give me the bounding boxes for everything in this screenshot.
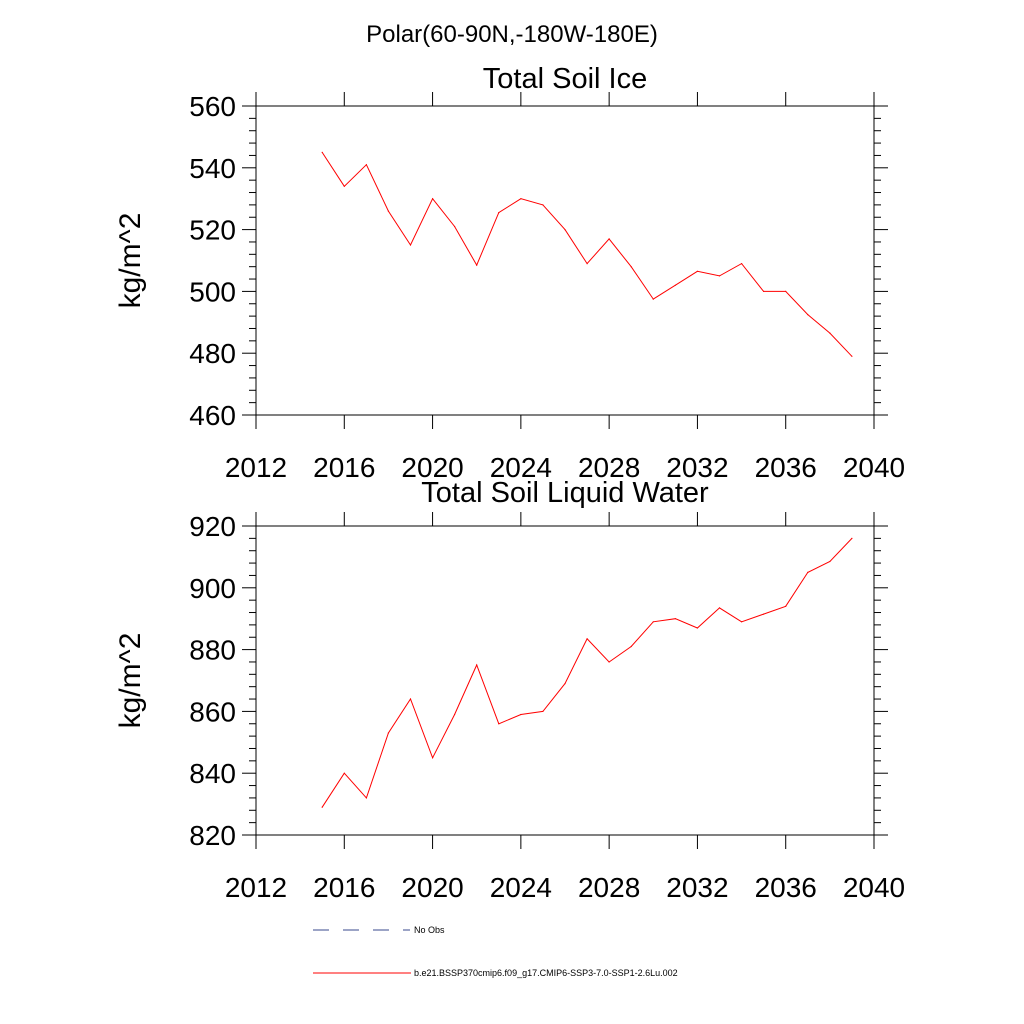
data-point bbox=[807, 314, 809, 316]
legend-item-no-obs: No Obs bbox=[313, 925, 445, 935]
x-tick-label: 2012 bbox=[225, 452, 287, 483]
x-tick-label: 2016 bbox=[313, 452, 375, 483]
x-tick-label: 2040 bbox=[843, 872, 905, 903]
chart-panel-soil-ice: Total Soil Ice 460 480 500 520 540 560 2012 2016… bbox=[114, 63, 905, 483]
data-point bbox=[454, 225, 456, 228]
y-tick-label: 840 bbox=[189, 758, 236, 789]
panel-title: Total Soil Liquid Water bbox=[421, 477, 709, 509]
data-point bbox=[696, 270, 699, 272]
data-point bbox=[763, 613, 765, 615]
data-point bbox=[829, 332, 831, 334]
x-tick-label: 2028 bbox=[578, 872, 640, 903]
legend-item-model-run: b.e21.BSSP370cmip6.f09_g17.CMIP6-SSP3-7.… bbox=[313, 968, 678, 978]
y-tick-label: 820 bbox=[189, 820, 236, 851]
data-point bbox=[829, 560, 831, 563]
data-point bbox=[498, 723, 500, 725]
data-point bbox=[321, 151, 323, 153]
y-tick-label: 500 bbox=[189, 276, 236, 307]
data-point bbox=[608, 238, 610, 240]
data-point bbox=[476, 264, 478, 266]
series-line-soil-ice bbox=[321, 152, 853, 357]
data-point bbox=[586, 638, 588, 640]
data-point bbox=[542, 710, 544, 713]
y-tick-label: 460 bbox=[189, 400, 236, 431]
data-point bbox=[564, 229, 566, 231]
data-point bbox=[476, 664, 478, 666]
data-point bbox=[718, 275, 721, 277]
y-tick-label: 860 bbox=[189, 696, 236, 727]
y-tick-label: 540 bbox=[189, 153, 236, 184]
data-point bbox=[652, 298, 654, 300]
data-point bbox=[718, 607, 721, 609]
legend-label-model-run: b.e21.BSSP370cmip6.f09_g17.CMIP6-SSP3-7.… bbox=[414, 968, 678, 978]
chart-panel-soil-liquid-water: Total Soil Liquid Water 820 840 860 880 900 92… bbox=[114, 477, 905, 903]
panel-title: Total Soil Ice bbox=[483, 63, 647, 95]
main-title: Polar(60-90N,-180W-180E) bbox=[366, 21, 658, 48]
y-axis-label: kg/m^2 bbox=[114, 213, 147, 309]
data-point bbox=[608, 661, 610, 663]
x-tick-label: 2028 bbox=[578, 452, 640, 483]
x-tick-label: 2040 bbox=[843, 452, 905, 483]
data-point bbox=[785, 605, 787, 607]
data-point bbox=[542, 204, 544, 206]
data-point bbox=[674, 284, 677, 286]
x-tick-label: 2012 bbox=[225, 872, 287, 903]
data-point bbox=[321, 806, 323, 808]
data-point bbox=[454, 713, 456, 716]
data-point bbox=[741, 621, 743, 623]
data-point bbox=[851, 537, 853, 540]
x-tick-label: 2024 bbox=[490, 872, 552, 903]
data-point bbox=[343, 185, 345, 187]
x-tick-label: 2036 bbox=[755, 872, 817, 903]
data-point bbox=[520, 713, 522, 716]
series-line-soil-liquid-water bbox=[321, 538, 853, 808]
x-tick-label: 2020 bbox=[401, 452, 463, 483]
data-point bbox=[741, 263, 743, 265]
x-tick-label: 2016 bbox=[313, 872, 375, 903]
data-point bbox=[630, 266, 632, 268]
data-point bbox=[652, 621, 654, 623]
data-point bbox=[851, 355, 853, 357]
y-axis-label: kg/m^2 bbox=[114, 633, 147, 729]
y-tick-label: 520 bbox=[189, 215, 236, 246]
data-point bbox=[409, 244, 412, 246]
data-point bbox=[807, 571, 809, 574]
data-point bbox=[564, 683, 566, 685]
y-tick-label: 560 bbox=[189, 91, 236, 122]
x-tick-label: 2032 bbox=[666, 452, 728, 483]
data-point bbox=[763, 290, 765, 292]
x-tick-label: 2036 bbox=[755, 452, 817, 483]
data-point bbox=[343, 772, 345, 774]
data-point bbox=[696, 627, 699, 629]
data-point bbox=[586, 263, 588, 265]
legend: No Obs b.e21.BSSP370cmip6.f09_g17.CMIP6-… bbox=[313, 925, 678, 978]
data-point bbox=[387, 732, 389, 734]
data-point bbox=[630, 645, 632, 648]
data-point bbox=[674, 618, 677, 620]
data-point bbox=[387, 210, 389, 212]
y-tick-label: 900 bbox=[189, 573, 236, 604]
data-point bbox=[365, 164, 367, 166]
x-tick-label: 2024 bbox=[490, 452, 552, 483]
data-point bbox=[365, 797, 367, 799]
data-point bbox=[432, 198, 434, 200]
data-point bbox=[520, 198, 522, 200]
data-point bbox=[432, 757, 434, 759]
x-tick-label: 2020 bbox=[401, 872, 463, 903]
y-tick-label: 920 bbox=[189, 511, 236, 542]
plot-frame bbox=[255, 525, 875, 836]
data-point bbox=[409, 698, 412, 700]
plot-frame bbox=[255, 105, 875, 416]
y-tick-label: 480 bbox=[189, 338, 236, 369]
legend-label-no-obs: No Obs bbox=[414, 925, 445, 935]
data-point bbox=[785, 290, 787, 292]
y-tick-label: 880 bbox=[189, 635, 236, 666]
x-tick-label: 2032 bbox=[666, 872, 728, 903]
data-point bbox=[498, 212, 500, 214]
